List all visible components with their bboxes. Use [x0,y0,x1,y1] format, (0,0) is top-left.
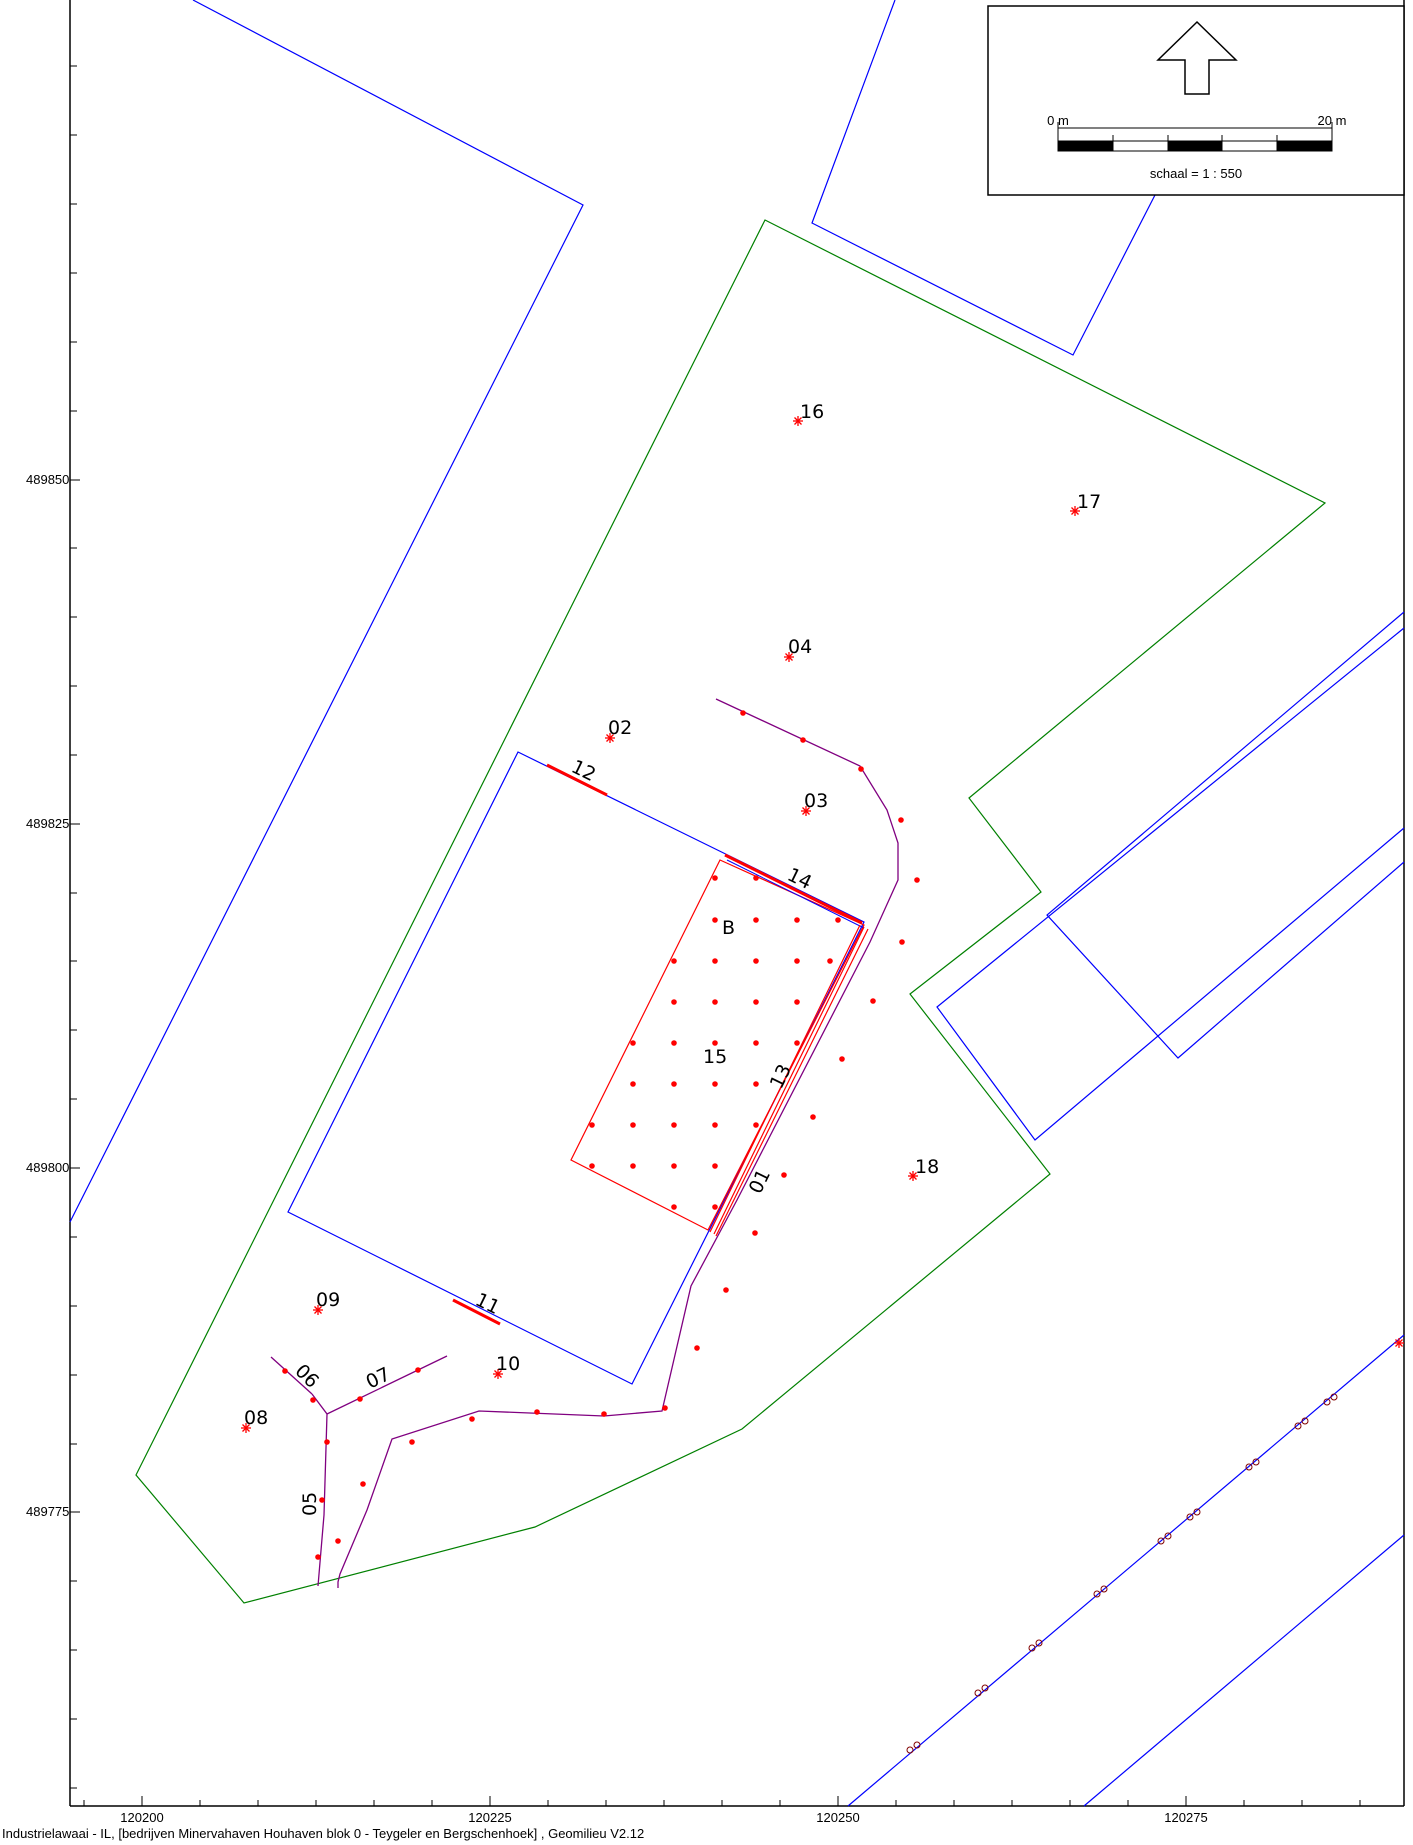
area-outline [570,859,865,1231]
y-axis-labels: 489850 489825 489800 489775 [26,472,69,1519]
quay-markers [906,1393,1338,1754]
map-footer: Industrielawaai - IL, [bedrijven Minerva… [2,1826,645,1841]
building-east-2 [936,627,1405,1141]
road-sources [270,698,899,1588]
facade-source-14b [726,859,865,929]
label-09: 09 [316,1289,340,1311]
legend-box: 0 m 20 m schaal = 1 : 550 [987,5,1405,196]
x-tick-label: 120250 [816,1810,859,1825]
facade-source-14 [724,853,863,925]
label-08: 08 [244,1407,268,1429]
y-tick-label: 489775 [26,1504,69,1519]
point-markers [241,416,1404,1433]
x-axis-ticks [83,1796,1361,1806]
object-labels: 01 02 03 04 05 06 07 08 09 10 11 12 13 1… [244,401,1101,1516]
facade-source-12 [546,763,608,797]
y-axis-ticks [70,65,80,1789]
label-18: 18 [915,1156,939,1178]
label-05: 05 [299,1492,321,1516]
label-12: 12 [568,756,599,786]
scale-end-label: 20 m [1318,113,1347,128]
site-boundary [135,219,1327,1604]
asterisk-icon [801,806,811,816]
label-17: 17 [1077,491,1101,513]
x-tick-label: 120200 [120,1810,163,1825]
road-07 [326,1355,448,1415]
area-grid-points [589,875,841,1210]
label-01: 01 [745,1166,775,1197]
building-northeast [811,0,1156,356]
label-15: 15 [703,1046,727,1068]
facade-sources [452,763,869,1326]
source-area-15 [570,859,865,1231]
y-tick-label: 489825 [26,816,69,831]
label-B: B [722,917,735,939]
asterisk-icon [605,733,615,743]
quay-line-2 [1083,1534,1405,1807]
road-01 [337,698,899,1588]
label-14: 14 [784,864,815,894]
scale-start-label: 0 m [1047,113,1069,128]
x-tick-label: 120275 [1164,1810,1207,1825]
scale-bar [1057,122,1333,152]
asterisk-icon [784,652,794,662]
label-02: 02 [608,717,632,739]
buildings [69,0,1405,1807]
scale-text: schaal = 1 : 550 [1150,166,1242,181]
asterisk-icon [793,416,803,426]
road-points [282,710,920,1560]
label-06: 06 [290,1360,323,1393]
x-axis-labels: 120200 120225 120250 120275 [120,1810,1207,1825]
map-frame [69,0,1405,1807]
asterisk-icon [241,1423,251,1433]
asterisk-icon [313,1305,323,1315]
asterisk-icon [493,1369,503,1379]
label-04: 04 [788,636,812,658]
label-10: 10 [496,1353,520,1375]
road-06 [270,1356,313,1395]
asterisk-icon [908,1171,918,1181]
asterisk-icon [1070,506,1080,516]
x-tick-label: 120225 [468,1810,511,1825]
asterisk-icon [1394,1338,1404,1348]
y-tick-label: 489850 [26,472,69,487]
quay-line-1 [847,1334,1405,1807]
label-11: 11 [472,1289,503,1319]
y-tick-label: 489800 [26,1160,69,1175]
building-east-1 [1046,611,1405,1059]
building-west [69,0,584,1223]
label-07: 07 [363,1363,394,1393]
north-arrow-icon [1156,20,1238,95]
label-03: 03 [804,790,828,812]
facade-source-13 [709,924,869,1237]
facade-source-11 [452,1298,501,1326]
label-16: 16 [800,401,824,423]
road-05 [311,1393,328,1587]
